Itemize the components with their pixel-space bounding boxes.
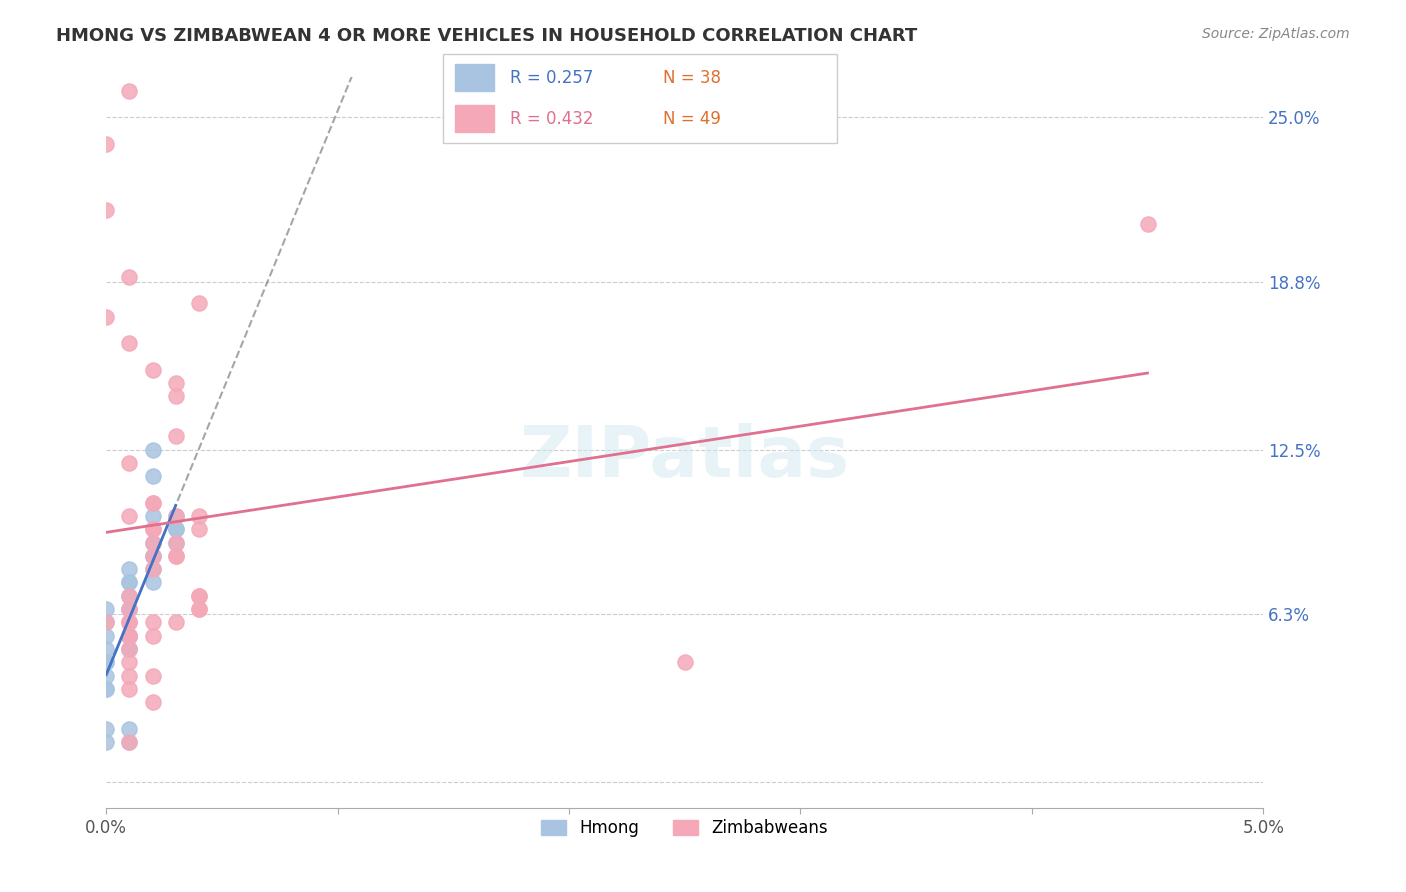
Point bbox=[96, 735, 118, 749]
Point bbox=[165, 535, 187, 549]
Point bbox=[165, 549, 187, 563]
Point bbox=[141, 668, 163, 682]
Point bbox=[118, 722, 141, 736]
Point bbox=[118, 84, 141, 98]
Point bbox=[96, 629, 118, 643]
Point bbox=[118, 562, 141, 576]
Point bbox=[141, 522, 163, 536]
Point bbox=[141, 549, 163, 563]
Point bbox=[141, 575, 163, 590]
Point bbox=[96, 615, 118, 630]
Point bbox=[165, 389, 187, 403]
FancyBboxPatch shape bbox=[454, 105, 494, 132]
Point bbox=[96, 615, 118, 630]
Point bbox=[118, 269, 141, 284]
Point bbox=[118, 681, 141, 696]
Point bbox=[96, 136, 118, 151]
Point bbox=[187, 296, 209, 310]
Text: HMONG VS ZIMBABWEAN 4 OR MORE VEHICLES IN HOUSEHOLD CORRELATION CHART: HMONG VS ZIMBABWEAN 4 OR MORE VEHICLES I… bbox=[56, 27, 918, 45]
Point bbox=[118, 589, 141, 603]
Point bbox=[673, 655, 696, 669]
Point bbox=[118, 668, 141, 682]
Point bbox=[118, 602, 141, 616]
Text: Source: ZipAtlas.com: Source: ZipAtlas.com bbox=[1202, 27, 1350, 41]
Point bbox=[96, 655, 118, 669]
Point bbox=[118, 456, 141, 470]
Point bbox=[165, 376, 187, 391]
Point bbox=[141, 469, 163, 483]
Point bbox=[96, 310, 118, 324]
Point bbox=[96, 642, 118, 657]
Point bbox=[118, 615, 141, 630]
Point bbox=[96, 602, 118, 616]
Point bbox=[141, 535, 163, 549]
Point bbox=[118, 629, 141, 643]
Point bbox=[118, 615, 141, 630]
Point bbox=[1136, 217, 1159, 231]
Point bbox=[141, 549, 163, 563]
Point bbox=[118, 629, 141, 643]
Point bbox=[118, 336, 141, 351]
Point bbox=[141, 695, 163, 709]
Point bbox=[118, 655, 141, 669]
Point bbox=[118, 615, 141, 630]
Point bbox=[141, 442, 163, 457]
Point bbox=[141, 535, 163, 549]
Point bbox=[141, 522, 163, 536]
Point bbox=[118, 575, 141, 590]
Point bbox=[96, 722, 118, 736]
Point bbox=[96, 681, 118, 696]
Point bbox=[187, 602, 209, 616]
Point bbox=[96, 203, 118, 218]
Text: ZIPatlas: ZIPatlas bbox=[520, 423, 849, 492]
FancyBboxPatch shape bbox=[454, 64, 494, 91]
Point bbox=[118, 602, 141, 616]
Point bbox=[118, 589, 141, 603]
Point bbox=[165, 549, 187, 563]
Point bbox=[141, 496, 163, 510]
Point bbox=[118, 629, 141, 643]
Point bbox=[118, 509, 141, 524]
Point bbox=[141, 363, 163, 377]
Point bbox=[141, 549, 163, 563]
Point bbox=[118, 642, 141, 657]
Point bbox=[118, 629, 141, 643]
Point bbox=[165, 509, 187, 524]
Point bbox=[141, 562, 163, 576]
Point bbox=[165, 509, 187, 524]
Point bbox=[141, 496, 163, 510]
FancyBboxPatch shape bbox=[443, 54, 837, 143]
Text: N = 49: N = 49 bbox=[664, 110, 721, 128]
Point bbox=[141, 562, 163, 576]
Point bbox=[118, 602, 141, 616]
Point bbox=[165, 429, 187, 443]
Point bbox=[118, 629, 141, 643]
Point bbox=[141, 629, 163, 643]
Point bbox=[165, 522, 187, 536]
Text: R = 0.432: R = 0.432 bbox=[510, 110, 593, 128]
Point bbox=[165, 522, 187, 536]
Point bbox=[118, 629, 141, 643]
Point bbox=[96, 668, 118, 682]
Point bbox=[96, 681, 118, 696]
Point bbox=[187, 602, 209, 616]
Point bbox=[187, 509, 209, 524]
Point bbox=[141, 509, 163, 524]
Point bbox=[187, 589, 209, 603]
Point bbox=[165, 615, 187, 630]
Text: R = 0.257: R = 0.257 bbox=[510, 69, 593, 87]
Text: N = 38: N = 38 bbox=[664, 69, 721, 87]
Point bbox=[187, 589, 209, 603]
Point bbox=[118, 575, 141, 590]
Point bbox=[96, 655, 118, 669]
Point bbox=[187, 522, 209, 536]
Point bbox=[118, 735, 141, 749]
Point bbox=[165, 535, 187, 549]
Point bbox=[118, 642, 141, 657]
Point bbox=[118, 735, 141, 749]
Point bbox=[118, 642, 141, 657]
Point bbox=[141, 615, 163, 630]
Legend: Hmong, Zimbabweans: Hmong, Zimbabweans bbox=[534, 813, 835, 844]
